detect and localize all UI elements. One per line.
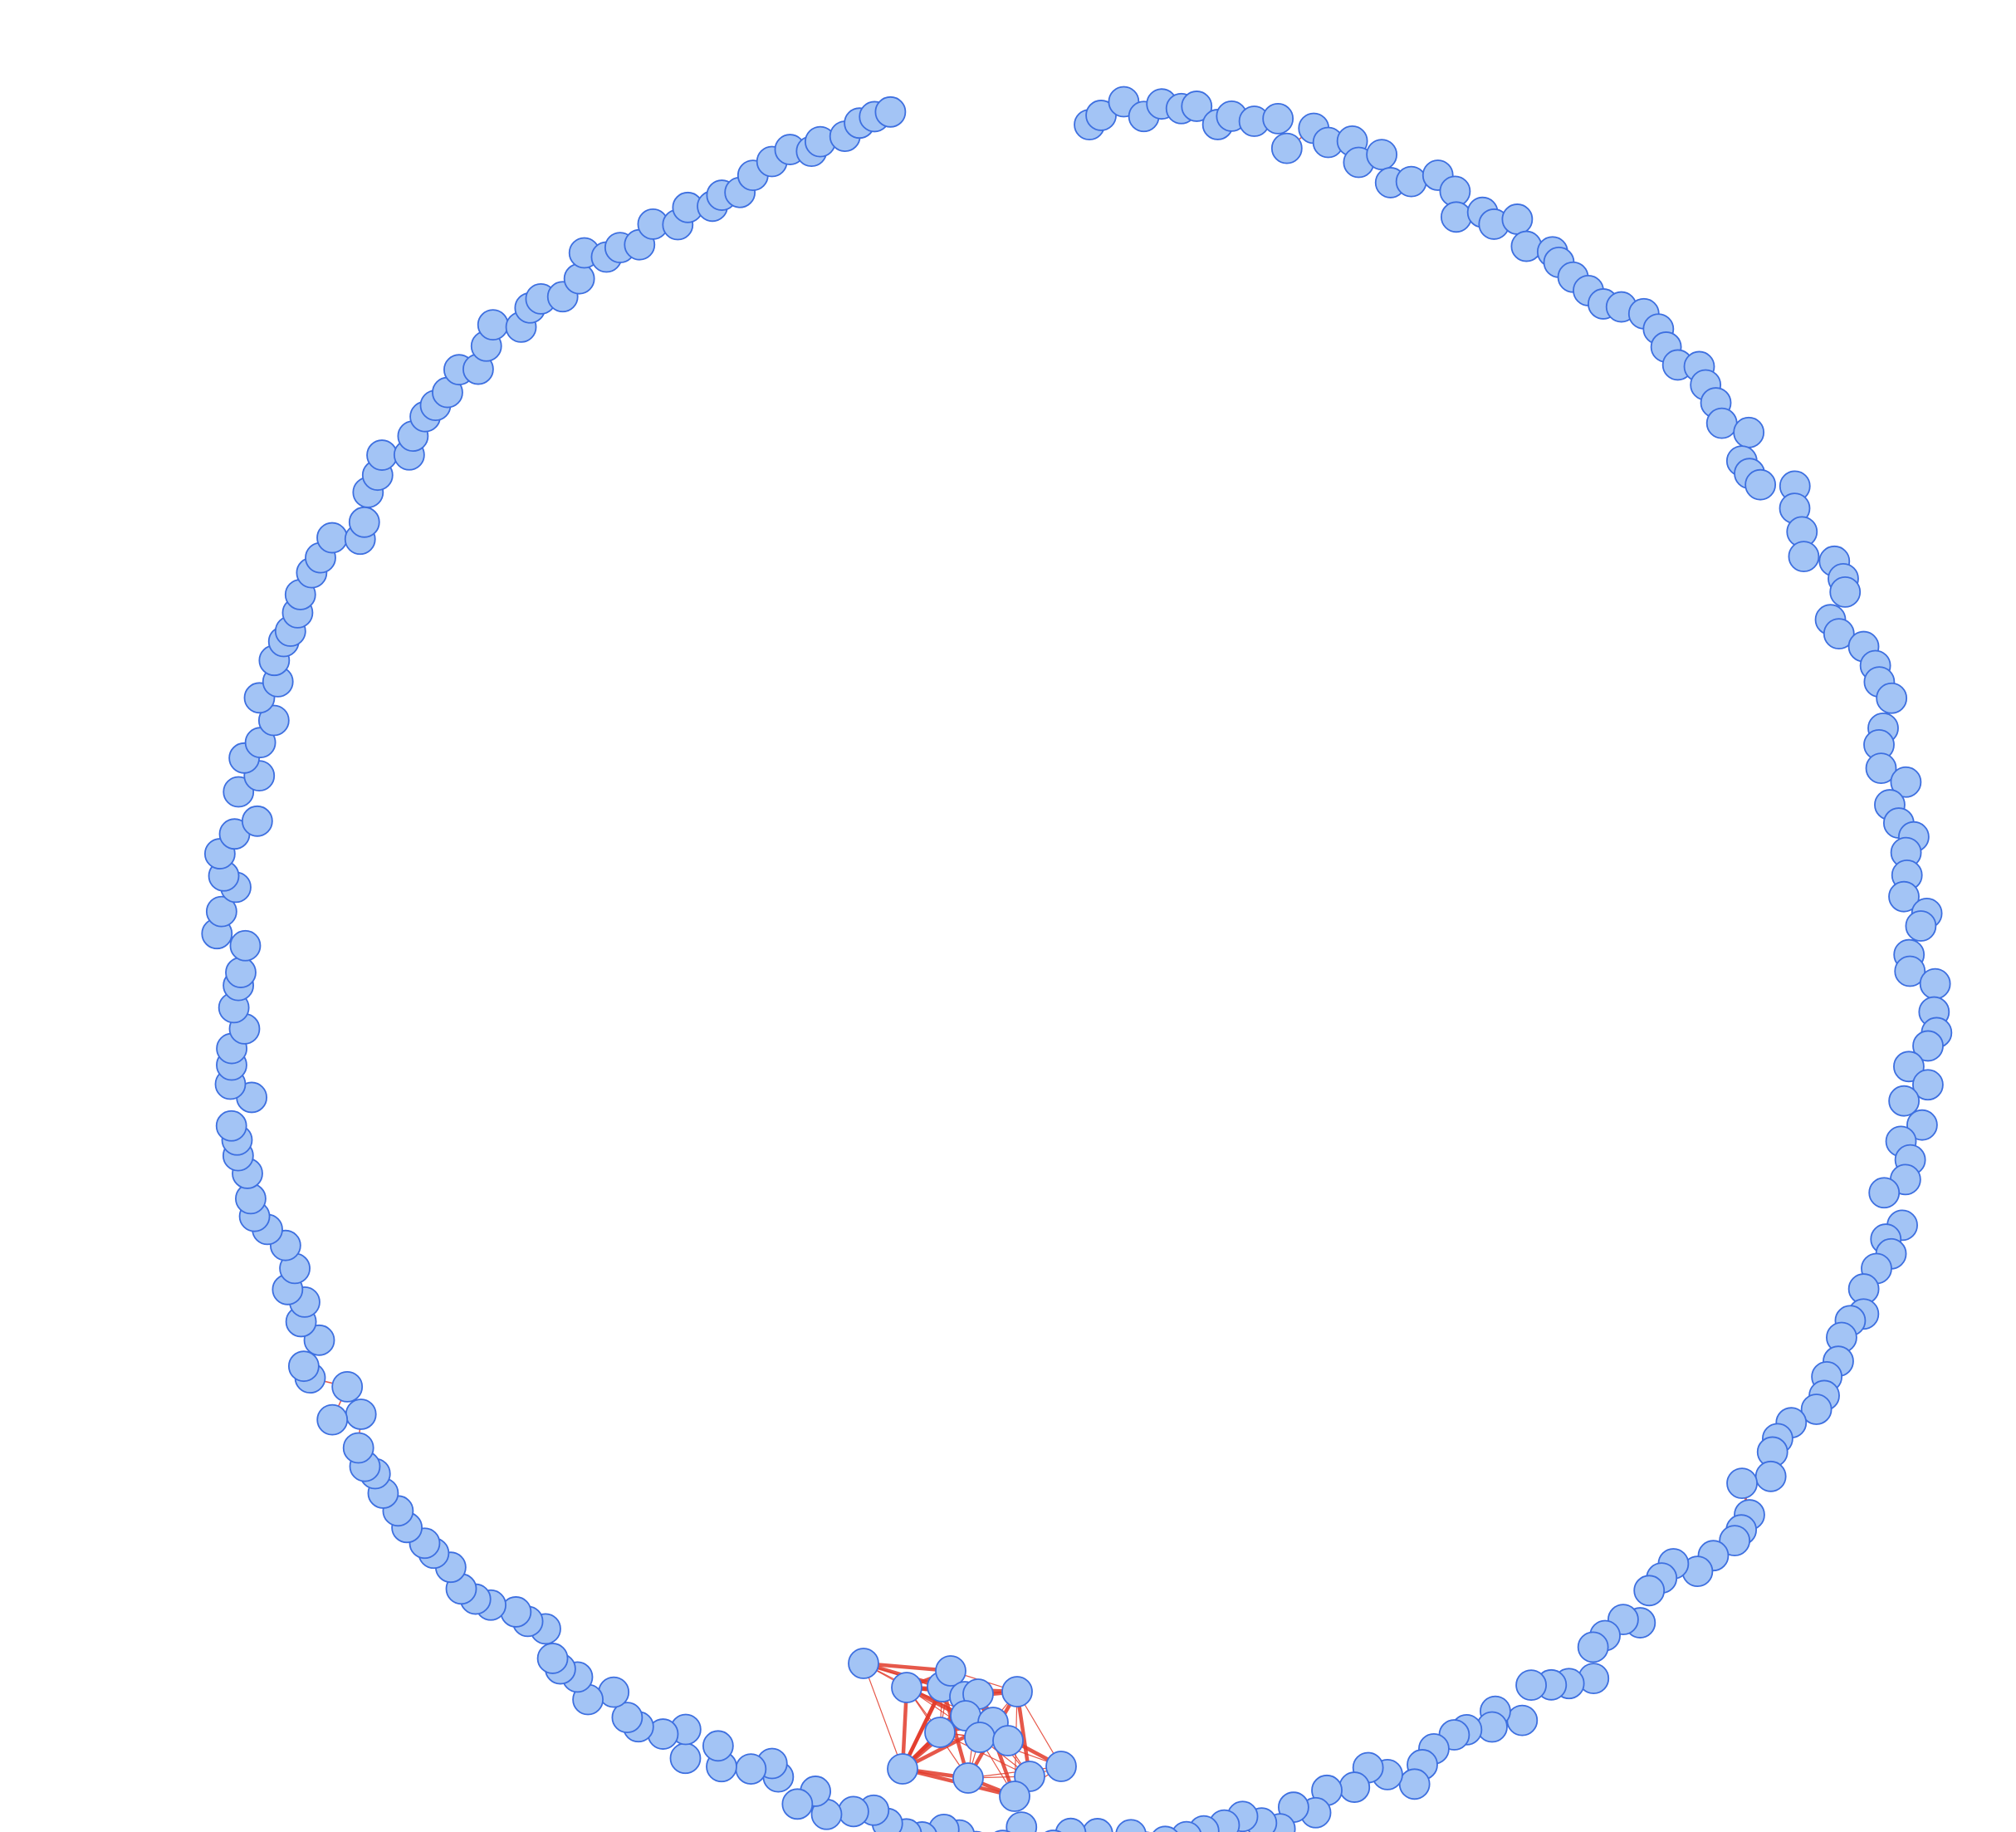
graph-node[interactable] — [735, 1753, 767, 1785]
graph-node[interactable] — [1754, 1460, 1787, 1492]
graph-node[interactable] — [1823, 618, 1855, 650]
graph-node[interactable] — [1006, 1811, 1038, 1832]
graph-node[interactable] — [366, 439, 398, 471]
graph-node[interactable] — [1912, 1069, 1944, 1101]
graph-node[interactable] — [1800, 1394, 1833, 1425]
graph-node[interactable] — [1829, 576, 1862, 608]
graph-node[interactable] — [1440, 201, 1472, 233]
graph-node[interactable] — [331, 1370, 364, 1403]
graph-node[interactable] — [316, 522, 348, 554]
graph-node[interactable] — [952, 1762, 984, 1794]
graph-node[interactable] — [1515, 1669, 1547, 1701]
graph-edge — [939, 1732, 1030, 1777]
graph-node[interactable] — [1577, 1631, 1609, 1663]
graph-node[interactable] — [1788, 541, 1820, 573]
graph-node[interactable] — [838, 1795, 869, 1828]
nodes-layer — [201, 86, 1953, 1832]
graph-node[interactable] — [1919, 967, 1951, 1000]
graph-node[interactable] — [1171, 1820, 1201, 1832]
graph-node[interactable] — [1501, 203, 1534, 235]
graph-node[interactable] — [1366, 139, 1398, 171]
graph-node[interactable] — [887, 1753, 918, 1785]
graph-node[interactable] — [702, 1730, 734, 1762]
graph-node[interactable] — [924, 1717, 956, 1748]
graph-node[interactable] — [215, 1109, 247, 1142]
graph-node[interactable] — [1888, 880, 1920, 913]
graph-node[interactable] — [1510, 230, 1543, 262]
graph-node[interactable] — [1890, 766, 1922, 798]
graph-node[interactable] — [1893, 1051, 1925, 1083]
graph-node[interactable] — [1865, 752, 1897, 785]
graph-node[interactable] — [205, 895, 237, 928]
graph-node[interactable] — [1038, 1830, 1068, 1832]
graph-node[interactable] — [316, 1403, 349, 1436]
graph-node[interactable] — [223, 776, 255, 808]
graph-node[interactable] — [1115, 1819, 1147, 1832]
graph-node[interactable] — [1894, 955, 1926, 987]
graph-node[interactable] — [992, 1725, 1024, 1756]
graph-node[interactable] — [1338, 1771, 1371, 1803]
graph-node[interactable] — [1045, 1751, 1077, 1782]
graph-node[interactable] — [1876, 682, 1908, 714]
graph-node[interactable] — [1270, 132, 1303, 164]
graph-node[interactable] — [477, 309, 509, 341]
graph-node[interactable] — [848, 1648, 879, 1679]
graph-node[interactable] — [874, 96, 907, 128]
graph-node[interactable] — [1082, 1818, 1113, 1832]
graph-node[interactable] — [1719, 1525, 1751, 1557]
graph-node[interactable] — [536, 1643, 569, 1674]
graph-node[interactable] — [287, 1350, 320, 1383]
graph-node[interactable] — [1633, 1575, 1666, 1607]
graph-node[interactable] — [1705, 407, 1738, 439]
graph-node[interactable] — [669, 1742, 702, 1775]
graph-node[interactable] — [345, 1398, 377, 1430]
graph-node[interactable] — [241, 805, 273, 837]
graph-node[interactable] — [229, 929, 262, 962]
graph-node[interactable] — [1395, 165, 1427, 198]
graph-node[interactable] — [257, 704, 290, 737]
graph-node[interactable] — [935, 1655, 966, 1687]
graph-node[interactable] — [1726, 1467, 1758, 1500]
graph-node[interactable] — [781, 1788, 814, 1820]
graph-node[interactable] — [964, 1722, 996, 1753]
graph-edge — [863, 1663, 903, 1770]
graph-node[interactable] — [1906, 1109, 1938, 1141]
graph-node[interactable] — [1054, 1817, 1087, 1832]
graph-node[interactable] — [1262, 102, 1294, 135]
graph-node[interactable] — [999, 1781, 1030, 1812]
graph-node[interactable] — [891, 1672, 922, 1703]
graph-node[interactable] — [225, 957, 257, 988]
graph-node[interactable] — [1888, 1085, 1921, 1117]
graph-node[interactable] — [1733, 416, 1765, 448]
graph-node[interactable] — [1744, 468, 1777, 501]
graph-node[interactable] — [348, 506, 380, 538]
graph-node[interactable] — [1912, 1030, 1944, 1062]
graph-node[interactable] — [1150, 1825, 1180, 1832]
graph-node[interactable] — [1001, 1676, 1033, 1707]
graph-node[interactable] — [1905, 910, 1937, 942]
graph-node[interactable] — [342, 1432, 374, 1464]
graph-node[interactable] — [1506, 1704, 1539, 1736]
graph-node[interactable] — [1181, 91, 1213, 122]
graph-node[interactable] — [1868, 1177, 1901, 1209]
graph-node[interactable] — [611, 1702, 643, 1734]
graph-node[interactable] — [1398, 1768, 1431, 1800]
graph-node[interactable] — [563, 262, 595, 295]
